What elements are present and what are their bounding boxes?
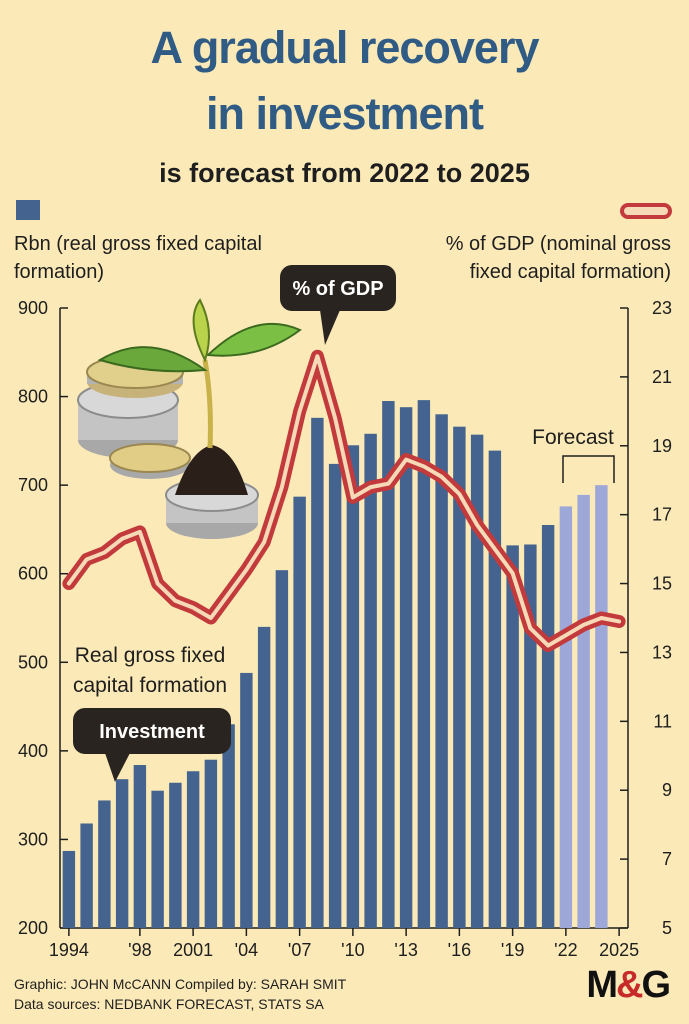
forecast-label: Forecast: [532, 426, 614, 449]
bar: [169, 782, 182, 928]
bar-forecast: [577, 494, 590, 928]
leaf-left: [97, 346, 208, 373]
chart-title-line2: in investment: [205, 88, 484, 139]
bar: [186, 771, 200, 928]
left-axis-tick-label: 700: [18, 475, 48, 495]
x-axis-tick-label: '13: [394, 940, 417, 960]
chart-subtitle: is forecast from 2022 to 2025: [159, 158, 530, 188]
bar: [346, 445, 360, 928]
right-axis-tick-label: 13: [652, 642, 672, 662]
callout-investment: Investment: [73, 708, 231, 782]
logo-g: G: [641, 964, 671, 1006]
bar: [151, 790, 164, 928]
bar: [275, 570, 289, 928]
x-axis-tick-label: '04: [235, 940, 258, 960]
gdp-line: [66, 354, 622, 648]
right-axis-tick-label: 21: [652, 367, 672, 387]
footer-credit: Graphic: JOHN McCANN Compiled by: SARAH …: [14, 976, 347, 992]
x-axis-tick-label: '22: [554, 940, 577, 960]
x-axis-tick-label: 2025: [599, 940, 639, 960]
bar: [541, 525, 555, 928]
right-axis-tick-label: 7: [662, 849, 672, 869]
right-axis-tick-label: 5: [662, 918, 672, 938]
bar-series-label-line1: Real gross fixed: [75, 644, 226, 667]
bar: [399, 407, 413, 928]
left-axis-tick-label: 400: [18, 741, 48, 761]
right-axis-tick-label: 19: [652, 436, 672, 456]
leaf-right: [205, 322, 302, 357]
coins-plant-illustration: [77, 298, 302, 539]
logo-amp: &: [615, 964, 643, 1006]
left-axis-label: Rbn (real gross fixed capital formation): [14, 233, 262, 283]
callout-investment-label: Investment: [99, 721, 205, 743]
left-axis-tick-label: 900: [18, 298, 48, 318]
bar: [453, 426, 466, 928]
bar: [311, 417, 324, 928]
right-axis-label: % of GDP (nominal gross fixed capital fo…: [445, 233, 671, 283]
bar: [133, 765, 147, 928]
legend-line-swatch: [620, 203, 672, 219]
bar: [62, 850, 76, 928]
bar: [470, 434, 484, 928]
x-axis-tick-label: '98: [128, 940, 151, 960]
bar: [115, 779, 129, 928]
left-axis-tick-label: 500: [18, 652, 48, 672]
callout-gdp-label: % of GDP: [292, 278, 383, 300]
bar: [257, 626, 271, 928]
bar: [240, 672, 253, 928]
footer-sources: Data sources: NEDBANK FORECAST, STATS SA: [14, 996, 324, 1012]
bar: [488, 450, 502, 928]
callout-gdp: % of GDP: [280, 265, 396, 345]
bar: [382, 401, 395, 928]
bar: [417, 400, 431, 929]
right-axis-tick-label: 23: [652, 298, 672, 318]
x-axis-tick-label: '16: [448, 940, 471, 960]
mg-logo: M&G: [586, 964, 671, 1007]
bar-series-label-line2: capital formation: [73, 674, 227, 697]
leaf-top: [192, 298, 210, 363]
left-axis-tick-label: 600: [18, 564, 48, 584]
bar: [293, 496, 306, 928]
bar: [98, 800, 111, 928]
bar-forecast: [595, 485, 608, 928]
logo-m: M: [586, 964, 618, 1006]
x-axis-tick-label: 2001: [173, 940, 213, 960]
x-axis-ticks: 1994 '98 2001 '04 '07 '10 '13 '16 '19 '22 2025: [49, 928, 639, 960]
right-axis-tick-label: 17: [652, 505, 672, 525]
x-axis-tick-label: '19: [501, 940, 524, 960]
x-axis-tick-label: '10: [341, 940, 364, 960]
right-axis-tick-label: 15: [652, 574, 672, 594]
bar: [328, 463, 342, 928]
bar: [204, 759, 218, 928]
left-axis-tick-label: 300: [18, 829, 48, 849]
forecast-bracket: [562, 455, 615, 483]
bar: [506, 545, 519, 928]
right-axis-tick-label: 9: [662, 780, 672, 800]
x-axis-tick-label: 1994: [49, 940, 89, 960]
left-axis-tick-label: 800: [18, 387, 48, 407]
sprout-stem: [202, 359, 213, 449]
bar-forecast: [559, 506, 573, 928]
coin-single: [109, 443, 191, 479]
bar: [222, 724, 235, 928]
left-axis-tick-label: 200: [18, 918, 48, 938]
line-series: [62, 349, 626, 653]
bar: [435, 414, 448, 928]
bar: [364, 433, 377, 928]
bar: [80, 823, 93, 928]
legend-bar-swatch: [16, 200, 40, 220]
right-axis-tick-label: 11: [653, 711, 672, 731]
x-axis-tick-label: '07: [288, 940, 311, 960]
chart-title-line1: A gradual recovery: [150, 22, 539, 73]
soil-mound: [175, 445, 248, 495]
